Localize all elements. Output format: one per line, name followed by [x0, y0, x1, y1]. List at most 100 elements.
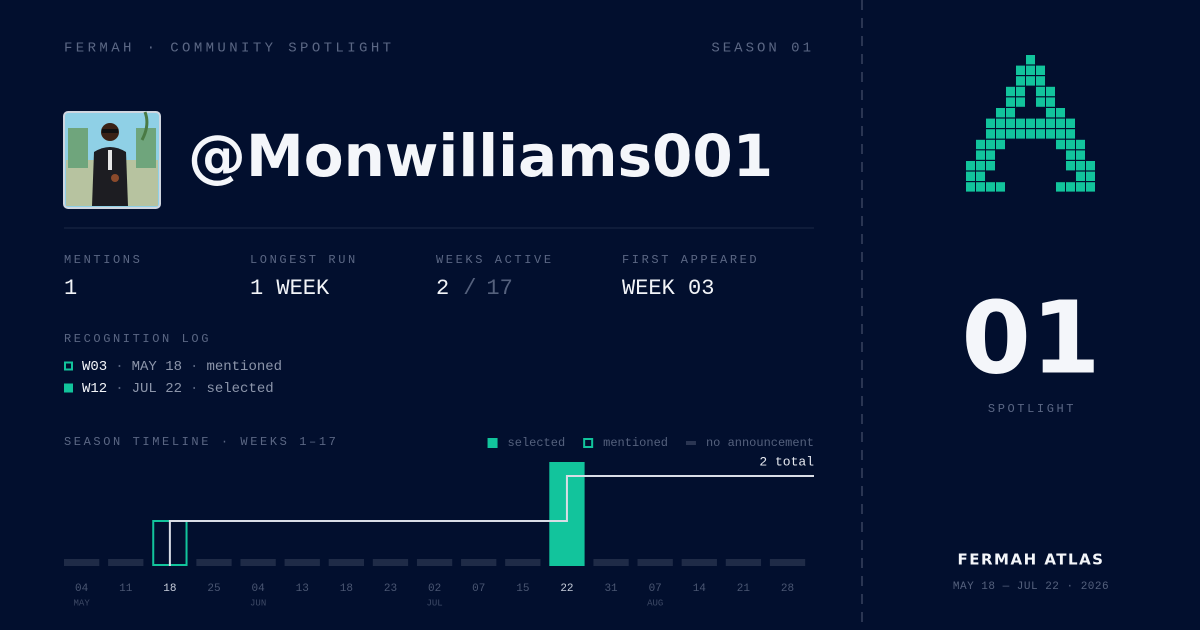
- week-bar: [328, 559, 364, 566]
- cumulative-line: [168, 475, 814, 566]
- week-label: 28: [781, 583, 794, 595]
- logo-pixel: [1026, 118, 1035, 128]
- week-bar: [461, 559, 497, 566]
- logo-pixel: [996, 129, 1005, 139]
- recognition-log: RECOGNITION LOG W03 · MAY 18 · mentioned W12 ·…: [64, 332, 282, 397]
- status-icon: [64, 383, 73, 393]
- logo-pixel: [1026, 65, 1035, 75]
- week-bar: [769, 559, 806, 566]
- logo-pixel: [1086, 182, 1095, 192]
- logo-pixel: [1036, 86, 1045, 97]
- logo-pixel: [1066, 129, 1075, 139]
- logo-pixel: [996, 108, 1005, 118]
- logo-pixel: [1036, 76, 1045, 86]
- logo-pixel: [1026, 129, 1035, 139]
- logo-pixel: [1016, 118, 1025, 128]
- week-bar: [64, 559, 100, 566]
- logo-pixel: [986, 182, 995, 192]
- week-label: 04: [252, 583, 266, 595]
- logo-pixel: [966, 171, 975, 181]
- logo-pixel: [1066, 182, 1075, 192]
- log-title: RECOGNITION LOG: [64, 332, 211, 346]
- logo-pixel: [1076, 171, 1085, 181]
- logo-pixel: [986, 118, 995, 128]
- logo-pixel: [1006, 86, 1015, 97]
- timeline-title: SEASON TIMELINE · WEEKS 1–17: [64, 435, 338, 449]
- log-week: W03: [82, 359, 107, 375]
- stat-label: WEEKS ACTIVE: [436, 253, 554, 267]
- log-week: W12: [82, 381, 107, 397]
- week-label: 14: [693, 583, 707, 595]
- logo-pixel: [976, 171, 985, 181]
- status-icon: [64, 361, 73, 371]
- logo-pixel: [966, 161, 975, 171]
- logo-pixel: [996, 139, 1005, 150]
- week-label: 31: [604, 583, 618, 595]
- avatar: [63, 111, 161, 209]
- legend-swatch: [583, 438, 594, 448]
- logo-pixel: [986, 139, 995, 150]
- month-label: JUL: [426, 598, 442, 608]
- stat-number: 2: [436, 276, 449, 301]
- week-bar: [196, 559, 232, 566]
- legend-swatch: [685, 441, 696, 445]
- logo-pixel: [976, 139, 985, 150]
- logo-pixel: [1026, 76, 1035, 86]
- logo-pixel: [966, 182, 975, 192]
- week-label: 15: [516, 583, 529, 595]
- month-label: JUN: [250, 598, 266, 608]
- log-status: mentioned: [206, 359, 282, 375]
- stat-value: 1 WEEK: [250, 276, 330, 301]
- log-separator: ·: [115, 381, 123, 397]
- logo-pixel: [1086, 161, 1095, 171]
- month-label: MAY: [74, 598, 91, 608]
- week-label: 04: [75, 583, 89, 595]
- stat-number: 1 WEEK: [250, 276, 330, 301]
- logo-pixel: [1046, 97, 1055, 107]
- logo-pixel: [1016, 129, 1025, 139]
- legend-swatch: [487, 438, 498, 448]
- spotlight-number: 01: [961, 279, 1100, 396]
- logo-pixel: [1056, 139, 1065, 150]
- season: SEASON 01: [711, 41, 814, 57]
- week-label: 22: [560, 583, 573, 595]
- logo-pixel: [986, 161, 995, 171]
- logo-pixel: [1036, 97, 1045, 107]
- log-status: selected: [206, 381, 273, 397]
- brand: FERMAH · COMMUNITY SPOTLIGHT: [64, 41, 394, 57]
- logo-pixel: [1056, 129, 1065, 139]
- week-label: 11: [119, 583, 133, 595]
- week-bar: [416, 559, 453, 566]
- logo-pixel: [1046, 108, 1055, 118]
- logo-pixel: [1016, 86, 1025, 97]
- week-label: 18: [340, 583, 353, 595]
- logo-pixel: [1006, 129, 1015, 139]
- log-entry: W03 · MAY 18 · mentioned: [82, 359, 282, 375]
- legend-label: selected: [508, 436, 566, 450]
- stat-value: WEEK 03: [622, 276, 714, 301]
- sidebar-range: MAY 18 — JUL 22 · 2026: [953, 581, 1109, 593]
- log-separator: ·: [190, 381, 198, 397]
- logo-pixel: [1006, 108, 1015, 118]
- week-bar: [108, 559, 144, 566]
- total-label: 2 total: [759, 454, 814, 469]
- logo-pixel: [1066, 161, 1075, 171]
- logo-pixel: [1066, 118, 1075, 128]
- logo-pixel: [1066, 139, 1075, 150]
- logo-pixel: [1036, 65, 1045, 75]
- sidebar-name: FERMAH ATLAS: [957, 551, 1104, 569]
- logo-pixel: [1036, 129, 1045, 139]
- timeline: SEASON TIMELINE · WEEKS 1–17 no announce…: [64, 435, 814, 608]
- log-date: JUL 22: [132, 381, 182, 397]
- logo-pixel: [1056, 118, 1065, 128]
- logo-pixel: [1066, 150, 1075, 160]
- log-date: MAY 18: [132, 359, 182, 375]
- logo-pixel: [1006, 118, 1015, 128]
- week-label: 02: [428, 583, 441, 595]
- logo-pixel: [1016, 76, 1025, 86]
- logo-pixel: [1026, 55, 1035, 65]
- week-bar: [681, 559, 717, 566]
- log-entry: W12 · JUL 22 · selected: [82, 381, 274, 397]
